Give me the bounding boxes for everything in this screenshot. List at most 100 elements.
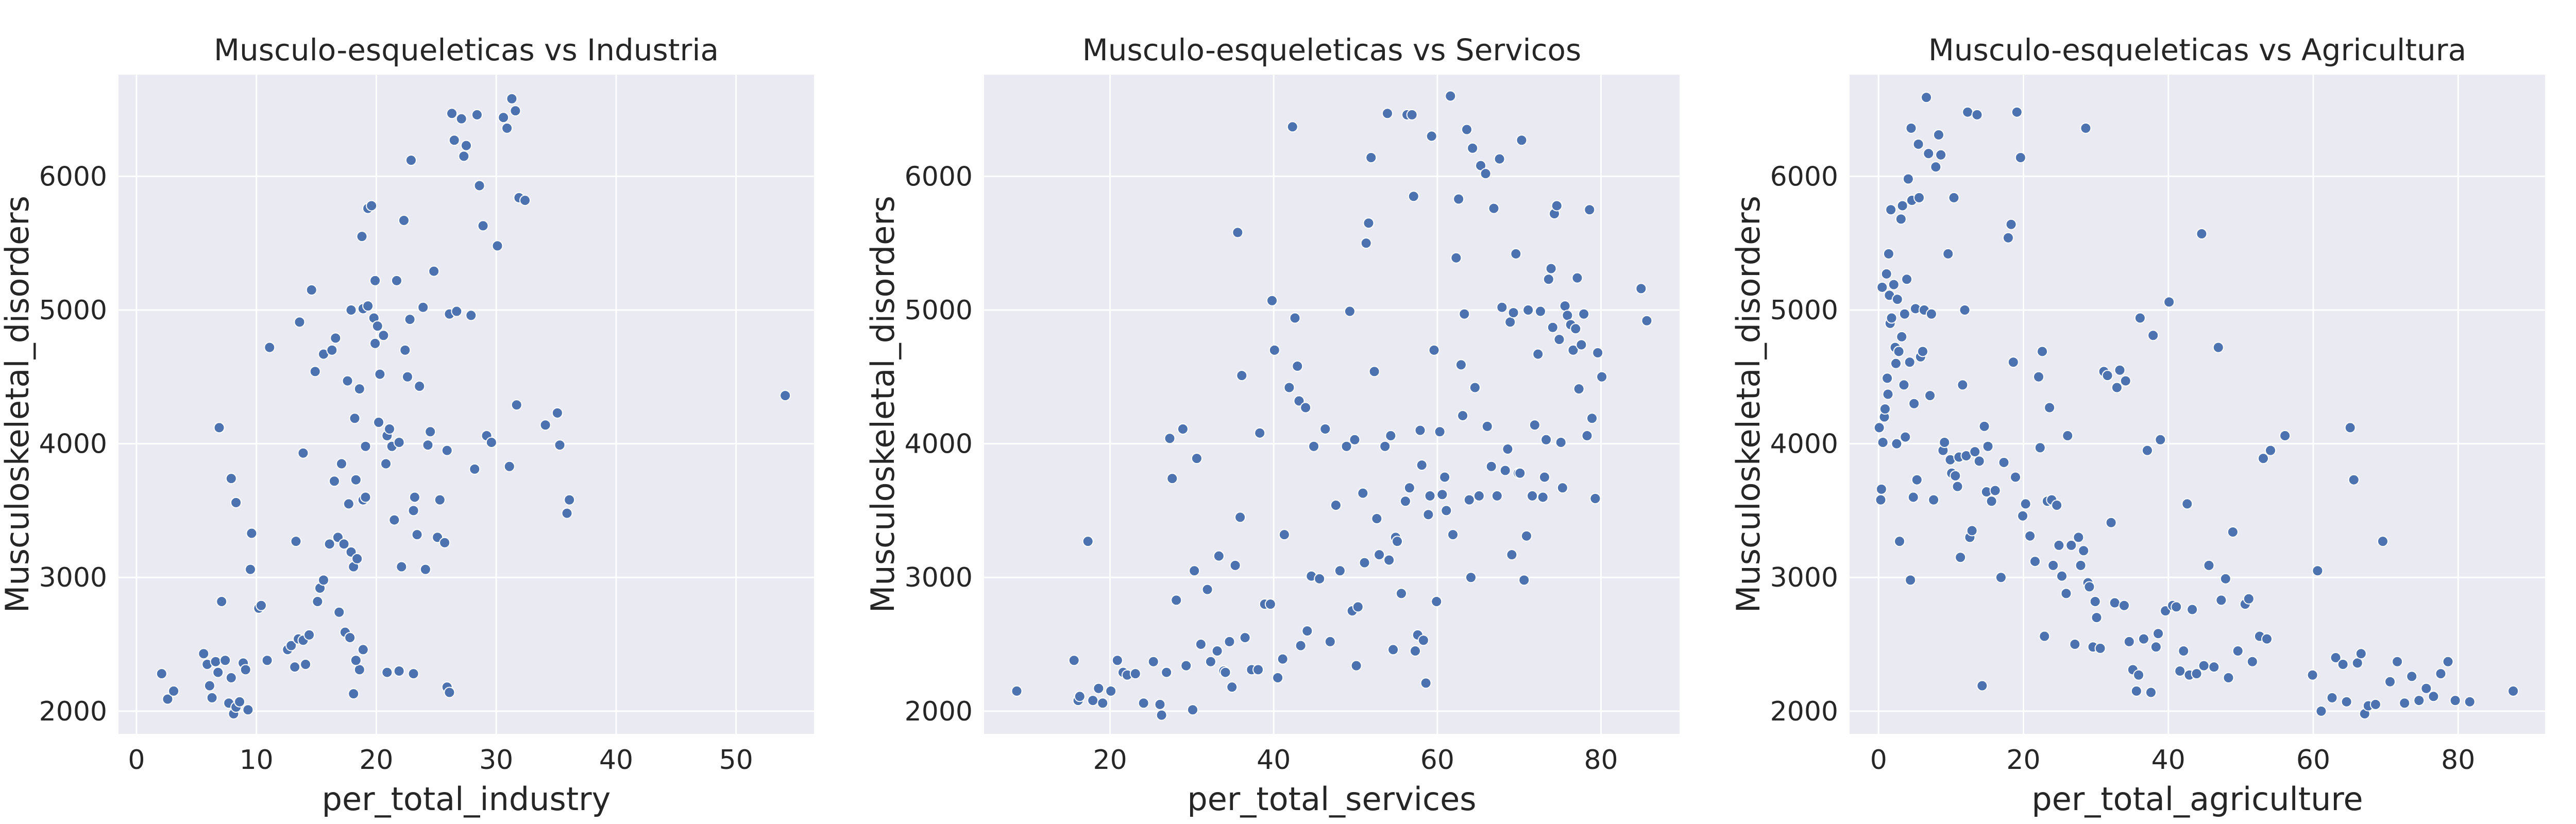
data-point: [1226, 681, 1238, 693]
data-point: [1301, 625, 1313, 637]
data-point: [1392, 536, 1403, 547]
data-point: [1457, 410, 1469, 422]
data-point: [1969, 446, 1981, 458]
y-tick-labels: 2000 3000 4000 5000 6000: [905, 161, 973, 727]
data-point: [294, 316, 306, 328]
data-point: [2075, 559, 2087, 571]
data-point: [1314, 573, 1326, 585]
data-point: [1293, 395, 1305, 407]
data-point: [1507, 307, 1519, 319]
data-point: [300, 658, 312, 670]
data-point: [1420, 677, 1432, 689]
data-point: [2069, 639, 2081, 650]
data-point: [1556, 482, 1568, 494]
data-point: [2442, 656, 2454, 667]
data-point: [2219, 573, 2231, 585]
data-point: [419, 563, 431, 575]
data-point: [335, 458, 347, 470]
data-point: [2507, 685, 2519, 697]
data-point: [261, 655, 273, 666]
data-point: [1277, 653, 1289, 665]
data-point: [1504, 316, 1516, 328]
data-point: [1171, 594, 1182, 606]
data-point: [1933, 129, 1944, 141]
data-point: [2243, 593, 2255, 605]
data-point: [1344, 305, 1355, 317]
x-tick-label: 30: [479, 745, 513, 776]
data-point: [2105, 517, 2117, 528]
x-tick-label: 20: [2006, 745, 2040, 776]
data-point: [398, 215, 410, 227]
data-point: [1447, 529, 1459, 541]
data-point: [1905, 574, 1917, 586]
data-point: [1177, 423, 1189, 435]
data-point: [2014, 151, 2026, 163]
data-point: [2351, 657, 2363, 669]
data-point: [2341, 696, 2352, 708]
data-point: [1187, 704, 1198, 716]
y-tick-labels: 2000 3000 4000 5000 6000: [39, 161, 107, 727]
data-point: [1352, 601, 1364, 613]
data-point: [1371, 512, 1383, 524]
data-point: [351, 553, 363, 564]
data-point: [210, 656, 222, 667]
data-point: [353, 383, 365, 395]
data-point: [2392, 656, 2403, 667]
x-tick-label: 10: [240, 745, 274, 776]
data-point: [439, 537, 451, 548]
data-point: [1522, 304, 1534, 316]
data-point: [373, 417, 385, 428]
data-point: [2078, 545, 2090, 557]
data-point: [297, 447, 309, 459]
data-point: [1959, 304, 1971, 316]
data-point: [2355, 648, 2367, 660]
data-point: [1578, 308, 1590, 320]
data-point: [2435, 668, 2447, 680]
data-point: [1467, 142, 1479, 154]
data-point: [1890, 357, 1902, 369]
data-point: [342, 375, 353, 387]
data-point: [2150, 641, 2162, 653]
data-point: [485, 436, 497, 448]
data-point: [2017, 510, 2029, 522]
data-point: [1236, 370, 1248, 382]
data-point: [396, 561, 408, 573]
data-point: [1496, 301, 1508, 313]
data-point: [2102, 370, 2113, 382]
data-point: [1551, 200, 1563, 212]
data-point: [1292, 360, 1303, 372]
data-point: [2060, 588, 2072, 599]
data-point: [1547, 321, 1558, 333]
data-point: [2109, 597, 2121, 609]
data-point: [2187, 604, 2198, 615]
data-point: [1286, 121, 1298, 133]
data-point: [405, 154, 417, 166]
data-point: [2155, 434, 2166, 445]
data-point: [2007, 356, 2019, 368]
data-point: [369, 274, 381, 286]
data-point: [1895, 213, 1907, 225]
data-point: [461, 140, 472, 151]
data-point: [1166, 473, 1178, 485]
data-point: [360, 491, 371, 503]
data-point: [1359, 557, 1370, 569]
data-point: [1278, 529, 1290, 541]
data-point: [2134, 312, 2146, 324]
plot-area: [984, 75, 1680, 734]
data-point: [2223, 672, 2234, 683]
data-point: [2138, 633, 2149, 645]
data-point: [2029, 556, 2041, 568]
data-point: [2348, 474, 2360, 486]
data-point: [1506, 549, 1518, 561]
data-point: [2020, 498, 2031, 510]
data-point: [1300, 402, 1312, 414]
data-point: [1898, 379, 1910, 391]
data-point: [285, 640, 297, 651]
x-tick-label: 40: [599, 745, 633, 776]
data-point: [1510, 248, 1522, 260]
data-point: [417, 301, 429, 313]
data-point: [1570, 323, 1582, 335]
data-point: [473, 180, 485, 192]
data-point: [212, 666, 224, 678]
data-point: [255, 599, 267, 611]
